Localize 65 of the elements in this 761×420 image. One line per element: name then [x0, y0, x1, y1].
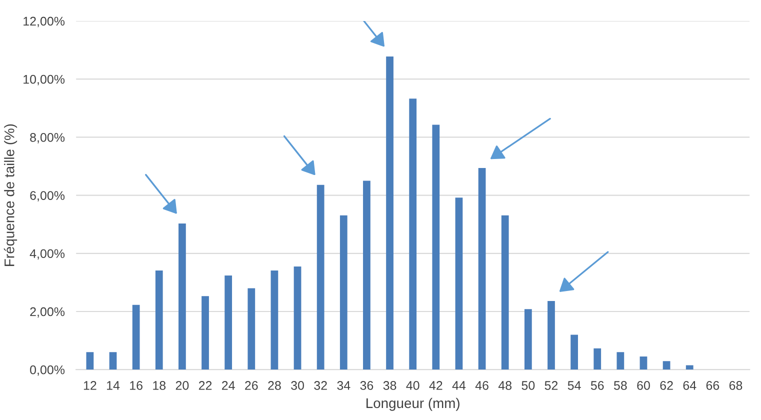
x-tick-label: 66 — [706, 381, 720, 390]
bar — [409, 98, 417, 370]
x-tick-label: 30 — [291, 381, 304, 390]
bar — [316, 184, 324, 370]
x-tick-label: 58 — [614, 381, 627, 390]
bar — [501, 215, 509, 370]
x-tick-label: 36 — [360, 381, 374, 390]
bar — [386, 56, 394, 370]
y-tick-label: 4,00% — [30, 249, 65, 260]
x-tick-label: 52 — [544, 381, 558, 390]
x-axis-title: Longueur (mm) — [366, 398, 460, 411]
x-tick-label: 54 — [568, 381, 581, 390]
bar — [202, 296, 209, 370]
bar — [594, 348, 602, 370]
x-tick-label: 56 — [590, 381, 604, 390]
bar — [155, 270, 163, 370]
bar — [570, 334, 578, 370]
x-tick-label: 28 — [268, 381, 281, 390]
bar — [294, 266, 302, 370]
bar — [616, 352, 624, 370]
x-tick-label: 22 — [198, 381, 212, 390]
x-tick-label: 34 — [337, 381, 350, 390]
y-tick-label: 12,00% — [24, 16, 65, 28]
x-tick-label: 14 — [107, 381, 120, 390]
x-tick-label: 44 — [452, 381, 466, 390]
bar — [524, 309, 532, 370]
x-tick-label: 32 — [314, 381, 327, 390]
bar — [132, 304, 140, 370]
x-tick-label: 50 — [522, 381, 535, 390]
x-tick-label: 48 — [498, 381, 512, 390]
x-tick-label: 18 — [153, 381, 166, 390]
x-tick-label: 68 — [729, 381, 742, 390]
y-tick-label: 8,00% — [30, 133, 65, 144]
bar — [270, 270, 278, 370]
bar — [662, 361, 670, 370]
x-tick-label: 20 — [176, 381, 189, 390]
y-tick-label: 2,00% — [30, 307, 65, 318]
y-tick-label: 6,00% — [30, 191, 65, 202]
bar — [248, 288, 256, 370]
x-tick-label: 60 — [637, 381, 650, 390]
y-tick-label: 10,00% — [24, 74, 65, 86]
bar — [686, 365, 694, 370]
x-tick-label: 26 — [245, 381, 258, 390]
x-tick-label: 16 — [130, 381, 142, 390]
bar — [478, 168, 486, 370]
x-tick-label: 38 — [383, 381, 396, 390]
bar — [640, 356, 648, 370]
x-tick-label: 24 — [222, 381, 235, 390]
bar — [178, 223, 186, 370]
bar — [224, 275, 232, 370]
x-tick-label: 12 — [84, 381, 96, 390]
bar — [86, 352, 94, 370]
bar — [109, 352, 117, 370]
bar — [363, 180, 370, 370]
bar — [455, 198, 463, 370]
y-tick-label: 0,00% — [30, 365, 65, 376]
bar — [548, 301, 555, 370]
bar — [340, 215, 348, 370]
x-tick-label: 42 — [429, 381, 442, 390]
x-tick-label: 46 — [475, 381, 488, 390]
x-tick-label: 64 — [683, 381, 696, 390]
bar — [432, 124, 440, 370]
x-tick-label: 40 — [406, 381, 420, 390]
x-tick-label: 62 — [660, 381, 673, 390]
y-axis-title: Fréquence de taille (%) — [4, 124, 18, 266]
